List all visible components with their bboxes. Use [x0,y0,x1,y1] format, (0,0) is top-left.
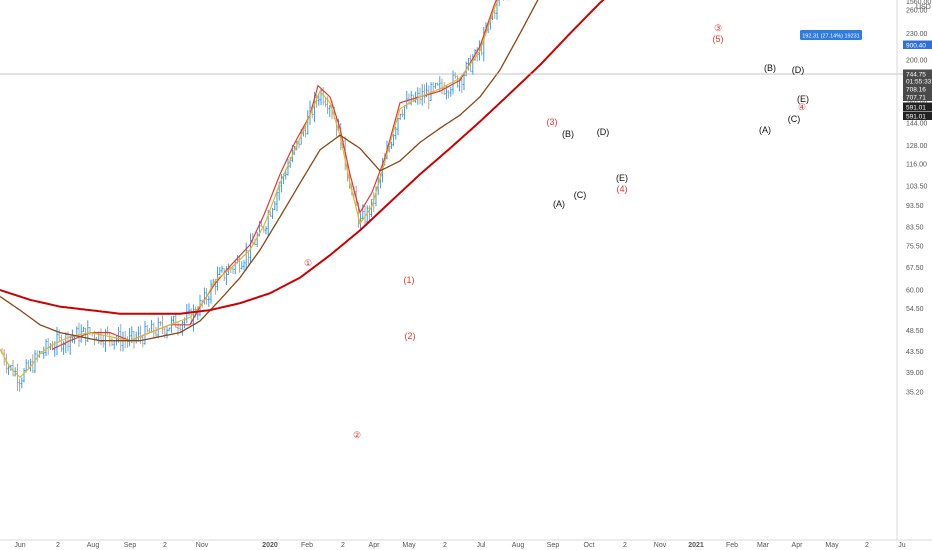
price-tag [903,84,932,93]
x-tick-label: Jun [14,542,25,549]
y-tick-label: 48.50 [906,328,924,335]
y-tick-label: 128.00 [906,143,928,150]
x-tick-label: Oct [584,542,595,549]
wave-label: ② [353,430,361,440]
wave-label: (A) [553,199,565,209]
wave-labels: ①②(1)(2)(3)(A)(B)(C)(D)(E)(4)③(5)(B) (D)(… [304,23,809,440]
x-tick-label: 2 [865,542,869,549]
x-tick-label: Sep [547,542,560,549]
price-tag-text: 900.40 [906,43,926,50]
y-tick-label: 54.50 [906,306,924,313]
y-tick-label: 103.50 [906,183,928,190]
price-tag [903,111,932,120]
wave-label: (C) [574,190,587,200]
y-tick-label: 260.00 [906,8,928,15]
wave-label: ④ [798,102,806,112]
price-tag [903,40,932,49]
y-tick-label: 39.00 [906,370,924,377]
ma-line-1 [0,0,499,379]
measure-box [800,30,862,40]
price-tag-text: 01:55:33 [906,79,932,86]
y-tick-label: 116.00 [906,162,927,169]
y-tick-label: 60.00 [906,288,924,295]
wave-label: (E) [797,94,809,104]
price-tag [903,69,932,78]
wave-label: ③ [714,23,722,33]
drawings-layer: Entry LevelInvalidation Level192.31 (27.… [0,30,932,75]
price-tag [903,76,932,85]
y-tick-label: 35.20 [906,389,924,396]
price-tag [903,102,932,111]
ma-line-3 [0,0,605,315]
y-tick-label: 200.00 [906,58,928,65]
wave-label: (D) [597,127,610,137]
wave-label: (1) [404,275,415,285]
x-tick-label: Ju [898,542,906,549]
y-tick-label: 83.50 [906,224,924,231]
wave-label: (B) [562,129,574,139]
x-axis: Jun 2 Aug Sep 2 Nov 2020 Feb 2 Apr May 2 Jul Aug Sep Oc… [0,539,932,549]
y-top-label: 1560.00 [906,0,931,6]
x-tick-label: Aug [512,542,525,549]
wave-label: (3) [547,117,558,127]
price-tag-text: 591.01 [906,105,926,112]
price-tag-text: 591.01 [906,114,926,121]
x-tick-label: 2021 [688,542,704,549]
y-tick-label: 43.50 [906,349,924,356]
y-tick-label: 93.50 [906,203,924,210]
moving-averages [0,0,605,379]
price-tag-text: 708.16 [906,87,926,94]
x-tick-label: Nov [196,542,209,549]
y-tick-label: 67.50 [906,265,924,272]
wave-label: (E) [616,173,628,183]
y-tick-label: 144.00 [906,120,928,127]
wave-label: ① [304,258,312,268]
price-tag [903,92,932,101]
measure-box-text: 192.31 (27.14%) 19231 [802,34,860,40]
wave-label: (A) [759,125,771,135]
wave-label: (B) [764,63,776,73]
x-tick-label: Apr [792,542,804,549]
wave-label: (D) [792,65,805,75]
currency-label: USD [916,4,931,11]
x-tick-label: 2020 [262,542,278,549]
x-tick-label: Feb [301,542,313,549]
wave-label: (C) [788,114,801,124]
x-tick-label: 2 [443,542,447,549]
ma-line-0 [51,0,498,350]
x-tick-label: Jul [477,542,486,549]
x-tick-label: Aug [87,542,100,549]
wave-label: (4) [617,184,628,194]
x-tick-label: Mar [757,542,770,549]
x-tick-label: Feb [726,542,738,549]
price-tag-text: 707.71 [906,95,926,102]
x-tick-label: 2 [341,542,345,549]
x-tick-label: 2 [623,542,627,549]
x-tick-label: Apr [369,542,381,549]
x-tick-label: Sep [124,542,137,549]
ma-line-2 [0,0,539,342]
price-tag-text: 744.75 [906,72,926,79]
x-tick-label: May [402,542,416,549]
y-axis: 1080.00960.00840.00720.00600.00520.00460… [896,0,931,540]
wave-label: (5) [713,34,724,44]
x-tick-label: Nov [654,542,667,549]
x-tick-label: May [825,542,839,549]
x-tick-label: 2 [163,542,167,549]
x-tick-label: 2 [56,542,60,549]
y-tick-label: 230.00 [906,31,928,38]
y-tick-label: 75.50 [906,244,924,251]
wave-label: (2) [405,331,416,341]
